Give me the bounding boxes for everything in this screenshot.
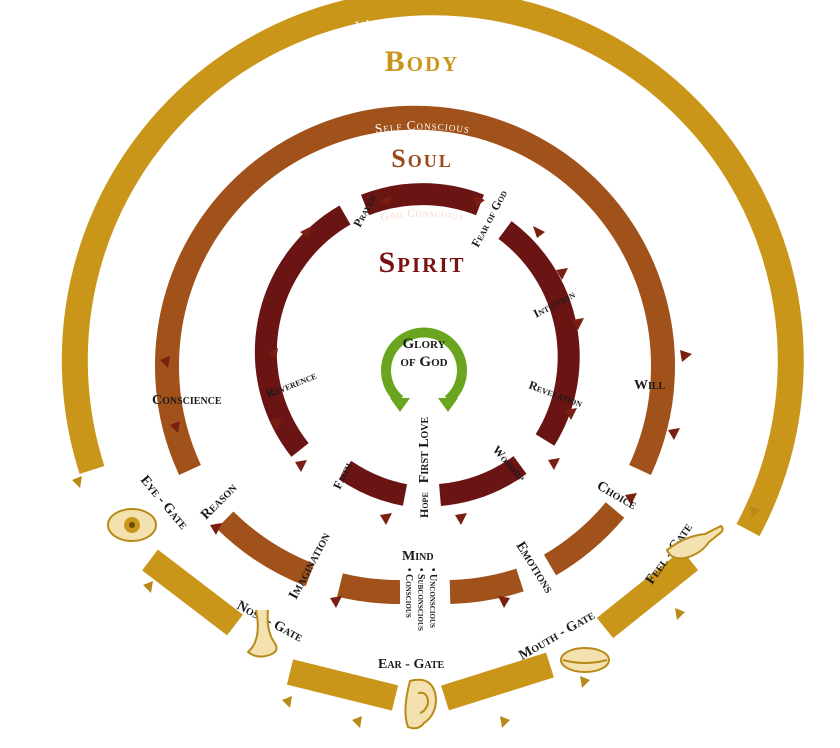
mind-unconscious: • Unconscious: [427, 568, 438, 628]
soul-subtitle: Self Conscious: [374, 117, 471, 136]
mind-conscious: • Conscious: [403, 568, 414, 618]
conscience-label: Conscience: [152, 393, 222, 408]
spirit-ring: [254, 183, 580, 506]
hand-icon: [665, 524, 724, 560]
soul-title: Soul: [391, 144, 452, 173]
spirit-subtitle: God Conscious: [380, 208, 465, 224]
soul-ring: [155, 105, 675, 605]
hope-label: Hope: [417, 492, 431, 518]
spirit-title: Spirit: [378, 246, 465, 279]
mind-label: Mind: [402, 549, 434, 564]
ear-gate-label: Ear - Gate: [378, 657, 444, 672]
ear-icon: [404, 678, 438, 730]
mind-subconscious: • Subconscious: [415, 568, 426, 631]
will-label: Will: [634, 378, 666, 393]
glory-line2: of God: [400, 354, 447, 370]
body-title: Body: [385, 45, 460, 78]
body-arrows: [72, 476, 760, 728]
body-subtitle: World Conscious: [355, 15, 486, 36]
body-ring: [61, 0, 804, 711]
flow-arrows: [160, 196, 692, 608]
glory-line1: Glory: [402, 336, 445, 352]
nose-icon: [246, 609, 278, 658]
mouth-icon: [560, 647, 610, 673]
eye-icon: [107, 508, 157, 542]
first-love-label: First Love: [417, 416, 432, 483]
glory-of-god: Glory of God: [381, 327, 467, 412]
